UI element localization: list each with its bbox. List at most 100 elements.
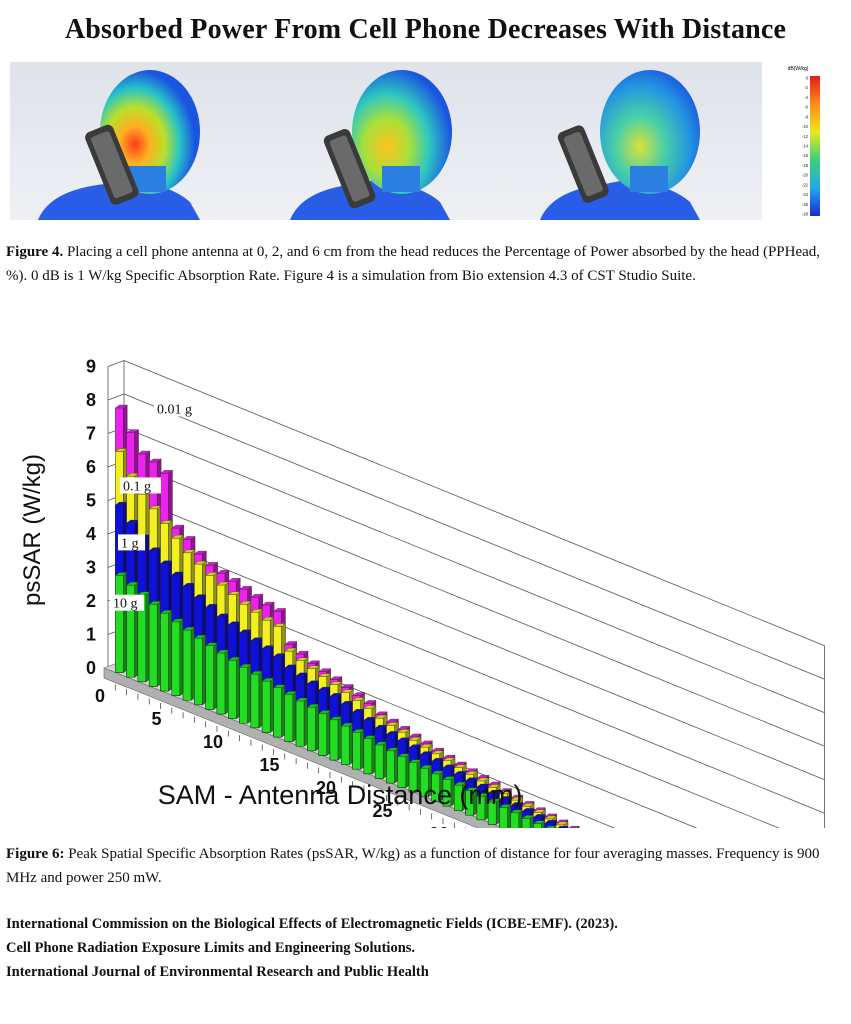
x-tick-label: 15 bbox=[259, 755, 279, 775]
gridline-side bbox=[107, 393, 125, 401]
citation-line-1: International Commission on the Biologic… bbox=[6, 916, 618, 932]
head-simulation-2cm bbox=[290, 70, 452, 220]
sar-simulation-heads-image bbox=[10, 62, 762, 220]
bar-10-g-x37 bbox=[521, 815, 535, 828]
colorbar-tick-label: -12 bbox=[802, 134, 809, 139]
svg-text:10 g: 10 g bbox=[113, 597, 138, 612]
bar-10-g-x20 bbox=[329, 716, 343, 761]
y-tick-label: 0 bbox=[86, 658, 96, 678]
citation: International Commission on the Biologic… bbox=[6, 912, 618, 984]
figure6-label: Figure 6: bbox=[6, 846, 65, 862]
y-tick-label: 6 bbox=[86, 457, 96, 477]
citation-line-3: International Journal of Environmental R… bbox=[6, 964, 429, 980]
gridline-side bbox=[107, 360, 125, 367]
bar-10-g-x26 bbox=[397, 753, 411, 788]
citation-line-2: Cell Phone Radiation Exposure Limits and… bbox=[6, 940, 416, 956]
head-simulation-0cm bbox=[38, 70, 200, 220]
bar-0-01-g-x41 bbox=[568, 825, 580, 828]
bar-1-g-x40 bbox=[557, 825, 569, 828]
y-tick-label: 5 bbox=[86, 491, 96, 511]
bar-10-g-x22 bbox=[352, 729, 366, 770]
figure4-label: Figure 4. bbox=[6, 244, 64, 260]
colorbar-tick-label: -22 bbox=[802, 182, 809, 187]
bar-10-g-x18 bbox=[306, 703, 320, 752]
floor-front bbox=[103, 667, 504, 828]
figure4-caption: Figure 4. Placing a cell phone antenna a… bbox=[6, 240, 836, 288]
series-label-10-g: 10 g bbox=[110, 594, 144, 612]
y-tick-label: 7 bbox=[86, 424, 96, 444]
colorbar-tick-label: -20 bbox=[802, 173, 809, 178]
bar-10-g-x34 bbox=[487, 798, 501, 825]
bar-10-g-x14 bbox=[261, 677, 275, 733]
y-tick-label: 1 bbox=[86, 625, 96, 645]
gridline bbox=[123, 427, 825, 714]
page-title: Absorbed Power From Cell Phone Decreases… bbox=[64, 14, 787, 45]
bar-10-g-x3 bbox=[137, 591, 151, 683]
gridline bbox=[123, 393, 825, 680]
bar-10-g-x30 bbox=[442, 776, 456, 807]
bar-10-g-x15 bbox=[273, 684, 286, 738]
colorbar-tick-label: -6 bbox=[804, 105, 808, 110]
figure4-text: Placing a cell phone antenna at 0, 2, an… bbox=[6, 244, 821, 284]
colorbar-tick-label: -10 bbox=[802, 124, 809, 129]
bar-10-g-x29 bbox=[431, 770, 445, 802]
colorbar-tick-label: -26 bbox=[802, 202, 809, 207]
gridline bbox=[123, 360, 825, 647]
colorbar-tick-label: 0 bbox=[806, 76, 809, 81]
bar-10-g-x16 bbox=[284, 691, 298, 742]
series-label-0-01-g: 0.01 g bbox=[154, 400, 202, 417]
x-tick-label: 25 bbox=[372, 801, 392, 821]
bar-10-g-x19 bbox=[318, 710, 332, 756]
bar-10-g-x5 bbox=[160, 609, 173, 692]
colorbar-tick-label: -8 bbox=[804, 114, 808, 119]
colorbar-tick-label: -28 bbox=[802, 212, 809, 217]
colorbar-ticks: 0 -2 -4 -6 -8 -10 -12 -14 -16 -18 -20 -22 -24 -26 -28 bbox=[802, 76, 809, 217]
bar-1-g-x39 bbox=[544, 819, 558, 828]
colorbar-tick-label: -24 bbox=[802, 192, 809, 197]
y-tick-label: 4 bbox=[86, 524, 96, 544]
bar-10-g-x28 bbox=[419, 765, 433, 798]
x-tick-label: 5 bbox=[151, 709, 161, 729]
figure6-caption: Figure 6: Peak Spatial Specific Absorpti… bbox=[6, 842, 836, 890]
gridline bbox=[123, 494, 825, 781]
bar-10-g-x21 bbox=[340, 722, 354, 765]
bar-10-g-x25 bbox=[386, 747, 399, 784]
series-label-0-1-g: 0.1 g bbox=[120, 477, 161, 494]
bar-10-g-x7 bbox=[182, 626, 196, 701]
x-axis-label: SAM - Antenna Distance (mm) bbox=[158, 780, 523, 810]
colorbar-tick-label: -18 bbox=[802, 163, 809, 168]
bar-10-g-x24 bbox=[374, 741, 388, 779]
colorbar-tick-label: -14 bbox=[802, 144, 809, 149]
bar-10-g-x1 bbox=[114, 572, 128, 673]
bar-10-g-x36 bbox=[510, 809, 524, 828]
bar-10-g-x33 bbox=[476, 793, 490, 821]
bar-10-g-x8 bbox=[193, 634, 207, 706]
colorbar-tick-label: -2 bbox=[804, 85, 808, 90]
y-tick-label: 2 bbox=[86, 591, 96, 611]
x-tick-label: 10 bbox=[203, 732, 223, 752]
bar-10-g-x23 bbox=[363, 735, 377, 775]
gridline bbox=[123, 527, 825, 814]
y-axis-label: psSAR (W/kg) bbox=[19, 454, 46, 606]
bar-10-g-x6 bbox=[171, 618, 185, 696]
bar-10-g-x4 bbox=[148, 601, 162, 687]
x-tick-label: 0 bbox=[95, 686, 105, 706]
y-tick-label: 3 bbox=[86, 558, 96, 578]
svg-text:0.1 g: 0.1 g bbox=[123, 479, 151, 494]
svg-text:0.01 g: 0.01 g bbox=[157, 402, 192, 417]
head-simulation-6cm bbox=[540, 70, 700, 220]
colorbar-unit: dB(W/kg) bbox=[788, 66, 809, 72]
colorbar-legend: dB(W/kg) 0 -2 -4 -6 -8 -10 -12 -14 -16 -18 -20 -22 -… bbox=[768, 62, 828, 220]
gridline bbox=[123, 460, 825, 747]
bar-10-g-x13 bbox=[250, 670, 264, 729]
colorbar-tick-label: -4 bbox=[804, 95, 808, 100]
chart-labels: 0510152025303540455055600.01 g0.1 g1 g10… bbox=[95, 400, 466, 828]
bar-10-g-x31 bbox=[453, 781, 467, 811]
y-tick-label: 8 bbox=[86, 390, 96, 410]
chart-bars bbox=[114, 404, 580, 828]
colorbar-tick-label: -16 bbox=[802, 153, 809, 158]
bar-10-g-x9 bbox=[205, 642, 219, 710]
bar-10-g-x11 bbox=[227, 657, 241, 719]
svg-text:1 g: 1 g bbox=[121, 536, 139, 551]
